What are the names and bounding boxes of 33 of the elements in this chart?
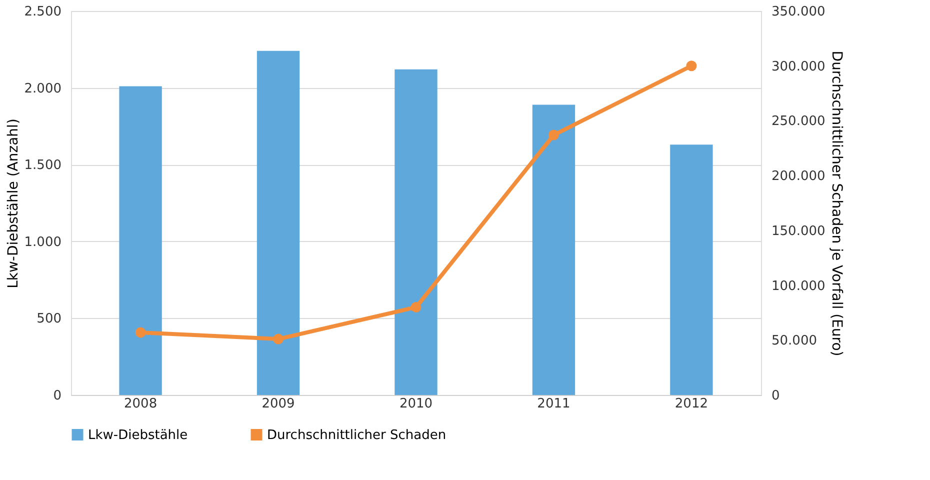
- y-tick-label: 2.500: [24, 4, 62, 20]
- point: [548, 130, 559, 140]
- point: [410, 302, 422, 312]
- legend-label: Durchschnittlicher Schaden: [267, 428, 446, 443]
- x-tick-label: 2008: [124, 396, 158, 412]
- x-tick-label: 2009: [262, 396, 295, 412]
- point: [686, 60, 697, 72]
- y-axis-title: Lkw-Diebstähle (Anzahl): [5, 118, 22, 288]
- y2-tick-label: 350.000: [772, 4, 826, 20]
- y2-tick-label: 300.000: [772, 59, 826, 74]
- x-tick-label: 2010: [399, 396, 433, 412]
- y2-axis-title: Durchschnittlicher Schaden je Vorfall (Euro): [828, 50, 844, 356]
- y2-tick-label: 200.000: [772, 169, 826, 184]
- x-tick-label: 2012: [674, 396, 708, 412]
- y-tick-label: 1.000: [24, 234, 62, 250]
- y-tick-label: 500: [36, 312, 62, 327]
- y2-tick-label: 0: [772, 388, 780, 404]
- bar: [256, 50, 300, 395]
- bar: [532, 104, 576, 395]
- y2-tick-label: 100.000: [772, 278, 826, 294]
- y-tick-label: 0: [53, 388, 62, 404]
- y2-tick-label: 250.000: [772, 114, 826, 130]
- bar: [670, 144, 713, 395]
- point: [135, 327, 146, 338]
- point: [273, 334, 284, 344]
- y2-tick-label: 50.000: [772, 334, 817, 349]
- y-tick-label: 2.000: [24, 81, 62, 96]
- bar: [119, 86, 162, 395]
- legend-label: Lkw-Diebstähle: [88, 428, 188, 443]
- y-tick-label: 1.500: [24, 158, 62, 174]
- bar: [394, 69, 438, 395]
- y2-tick-label: 150.000: [772, 224, 826, 239]
- x-tick-label: 2011: [537, 396, 570, 412]
